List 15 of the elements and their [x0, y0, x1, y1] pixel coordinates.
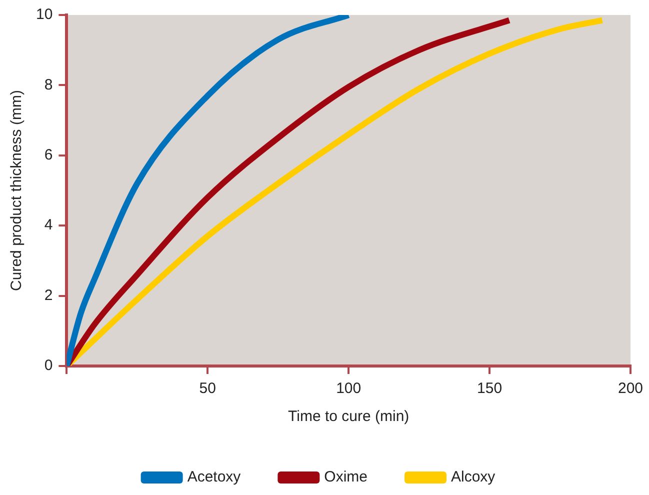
y-tick-label: 2 — [44, 286, 53, 304]
x-tick-label: 200 — [618, 380, 643, 398]
y-tick-label: 4 — [44, 216, 53, 234]
x-tick-label: 100 — [336, 380, 362, 398]
legend-label: Alcoxy — [451, 468, 496, 486]
x-tick-label: 150 — [477, 380, 502, 398]
y-tick-label: 10 — [36, 6, 53, 24]
x-tick-label: 50 — [199, 380, 216, 398]
y-tick-label: 6 — [44, 146, 53, 164]
legend-label: Acetoxy — [187, 468, 242, 486]
y-axis-title: Cured product thickness (mm) — [8, 90, 26, 291]
y-tick-label: 8 — [44, 76, 53, 94]
legend-label: Oxime — [324, 468, 368, 486]
y-tick-label: 0 — [44, 357, 53, 374]
x-axis-title: Time to cure (min) — [288, 408, 410, 426]
